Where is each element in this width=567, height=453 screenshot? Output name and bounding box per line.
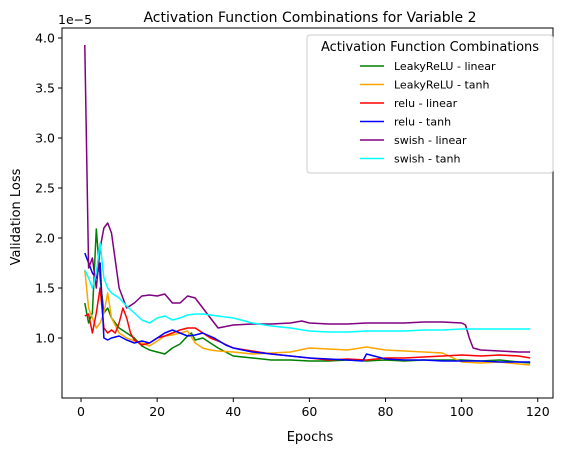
legend-items: LeakyReLU - linear LeakyReLU - tanh relu -… [360, 60, 496, 166]
plot-frame [61, 27, 554, 399]
legend-label: relu - tanh [394, 116, 451, 129]
x-tick-label: 0 [77, 404, 85, 419]
legend-label: swish - linear [394, 134, 467, 147]
x-tick-label: 80 [378, 404, 394, 419]
x-tick-label: 20 [149, 404, 165, 419]
legend-label: relu - linear [394, 97, 458, 110]
x-tick-label: 100 [450, 404, 474, 419]
y-tick-label: 3.5 [35, 81, 55, 96]
y-tick-label: 3.0 [35, 131, 55, 146]
series-line-swish-linear [84, 44, 531, 353]
y-tick-label: 1.0 [35, 331, 55, 346]
series-line-relu-tanh [84, 252, 531, 363]
y-axis-ticks: 1.0 1.5 2.0 2.5 3.0 3.5 4.0 [35, 31, 62, 346]
x-tick-label: 60 [301, 404, 317, 419]
x-tick-label: 120 [526, 404, 550, 419]
legend-label: LeakyReLU - tanh [394, 79, 489, 92]
y-tick-label: 2.0 [35, 231, 55, 246]
x-tick-label: 40 [225, 404, 241, 419]
x-axis-ticks: 0 20 40 60 80 100 120 [77, 398, 550, 419]
plot-lines [84, 44, 531, 366]
y-axis-label: Validation Loss [9, 168, 24, 265]
legend-box [306, 34, 554, 174]
y-axis-offset-label: 1e−5 [58, 12, 92, 27]
y-tick-label: 4.0 [35, 31, 55, 46]
y-tick-label: 1.5 [35, 281, 55, 296]
legend: Activation Function Combinations LeakyRe… [306, 34, 554, 174]
y-tick-label: 2.5 [35, 181, 55, 196]
legend-title: Activation Function Combinations [321, 40, 539, 55]
series-line-relu-linear [84, 287, 531, 361]
chart-title: Activation Function Combinations for Var… [143, 10, 476, 26]
series-line-swish-tanh [84, 242, 531, 333]
legend-label: swish - tanh [394, 153, 460, 166]
series-line-leakyrelu-tanh [84, 269, 531, 366]
x-axis-label: Epochs [287, 430, 334, 445]
legend-label: LeakyReLU - linear [394, 60, 496, 73]
